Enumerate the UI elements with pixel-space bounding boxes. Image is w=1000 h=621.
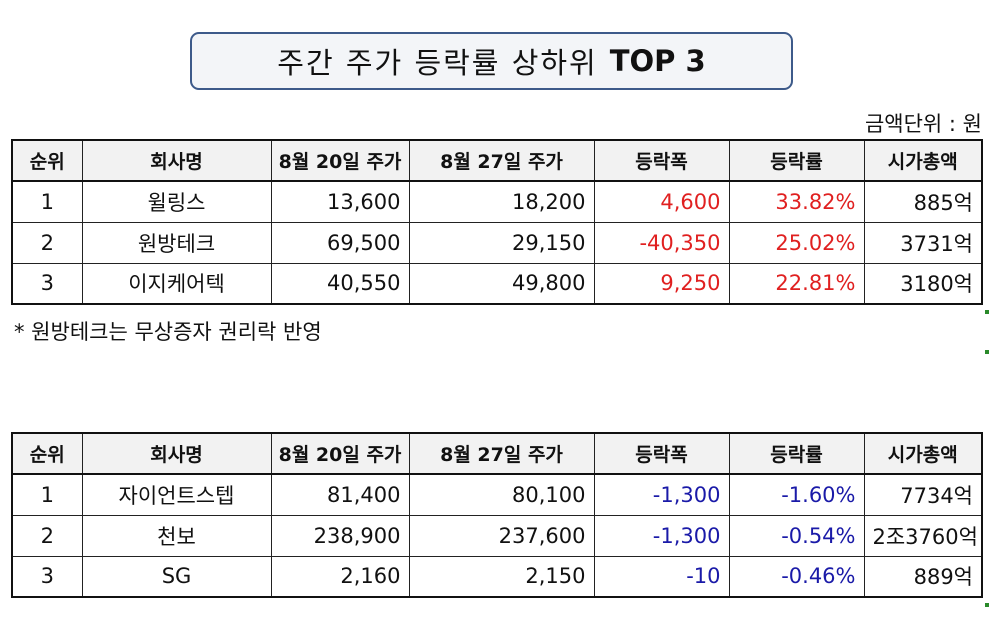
cell-rank: 3	[11, 262, 83, 305]
cell-change: 4,600	[593, 180, 730, 223]
cell-rate: -0.46%	[728, 555, 865, 598]
cell-market-cap: 885억	[863, 180, 983, 223]
cell-change: -40,350	[593, 221, 730, 264]
top-gainers-table: 순위 회사명 8월 20일 주가 8월 27일 주가 등락폭 등락률 시가총액 …	[11, 139, 983, 305]
cell-rate: -1.60%	[728, 473, 865, 516]
cell-price-0820: 238,900	[270, 514, 410, 557]
header-price-0820: 8월 20일 주가	[270, 139, 410, 182]
header-price-0827: 8월 27일 주가	[408, 139, 595, 182]
cell-market-cap: 3180억	[863, 262, 983, 305]
top-losers-table: 순위 회사명 8월 20일 주가 8월 27일 주가 등락폭 등락률 시가총액 …	[11, 432, 983, 598]
cell-marker	[985, 310, 989, 314]
cell-price-0820: 2,160	[270, 555, 410, 598]
cell-price-0827: 237,600	[408, 514, 595, 557]
cell-marker	[985, 603, 989, 607]
cell-company: SG	[81, 555, 272, 598]
table-row: 2 원방테크 69,500 29,150 -40,350 25.02% 3731…	[11, 221, 983, 264]
cell-price-0827: 49,800	[408, 262, 595, 305]
header-price-0827: 8월 27일 주가	[408, 432, 595, 475]
cell-price-0827: 29,150	[408, 221, 595, 264]
header-market-cap: 시가총액	[863, 139, 983, 182]
cell-rank: 2	[11, 514, 83, 557]
header-company: 회사명	[81, 139, 272, 182]
header-change: 등락폭	[593, 432, 730, 475]
cell-price-0820: 13,600	[270, 180, 410, 223]
header-company: 회사명	[81, 432, 272, 475]
cell-rank: 1	[11, 473, 83, 516]
header-change: 등락폭	[593, 139, 730, 182]
table-row: 3 SG 2,160 2,150 -10 -0.46% 889억	[11, 555, 983, 598]
cell-market-cap: 7734억	[863, 473, 983, 516]
table-row: 1 윌링스 13,600 18,200 4,600 33.82% 885억	[11, 180, 983, 223]
cell-company: 원방테크	[81, 221, 272, 264]
header-rate: 등락률	[728, 432, 865, 475]
title-main: 주간 주가 등락률 상하위	[277, 46, 598, 80]
cell-rate: 22.81%	[728, 262, 865, 305]
cell-change: -1,300	[593, 473, 730, 516]
cell-marker	[985, 350, 989, 354]
cell-company: 자이언트스텝	[81, 473, 272, 516]
header-rank: 순위	[11, 432, 83, 475]
table-row: 2 천보 238,900 237,600 -1,300 -0.54% 2조376…	[11, 514, 983, 557]
cell-rate: 33.82%	[728, 180, 865, 223]
cell-company: 천보	[81, 514, 272, 557]
cell-rank: 3	[11, 555, 83, 598]
cell-market-cap: 3731억	[863, 221, 983, 264]
cell-rank: 1	[11, 180, 83, 223]
cell-price-0820: 40,550	[270, 262, 410, 305]
header-market-cap: 시가총액	[863, 432, 983, 475]
cell-change: -10	[593, 555, 730, 598]
cell-price-0827: 80,100	[408, 473, 595, 516]
cell-company: 이지케어텍	[81, 262, 272, 305]
cell-market-cap: 889억	[863, 555, 983, 598]
cell-price-0827: 18,200	[408, 180, 595, 223]
header-rank: 순위	[11, 139, 83, 182]
cell-rate: -0.54%	[728, 514, 865, 557]
cell-company: 윌링스	[81, 180, 272, 223]
unit-label: 금액단위 : 원	[864, 112, 982, 136]
cell-market-cap: 2조3760억	[863, 514, 983, 557]
header-price-0820: 8월 20일 주가	[270, 432, 410, 475]
table-row: 3 이지케어텍 40,550 49,800 9,250 22.81% 3180억	[11, 262, 983, 305]
table-header-row: 순위 회사명 8월 20일 주가 8월 27일 주가 등락폭 등락률 시가총액	[11, 139, 983, 182]
cell-price-0820: 69,500	[270, 221, 410, 264]
footnote: * 원방테크는 무상증자 권리락 반영	[14, 320, 322, 344]
cell-change: 9,250	[593, 262, 730, 305]
cell-price-0820: 81,400	[270, 473, 410, 516]
table-row: 1 자이언트스텝 81,400 80,100 -1,300 -1.60% 773…	[11, 473, 983, 516]
cell-change: -1,300	[593, 514, 730, 557]
cell-price-0827: 2,150	[408, 555, 595, 598]
page-title: 주간 주가 등락률 상하위 TOP 3	[190, 32, 793, 90]
cell-rate: 25.02%	[728, 221, 865, 264]
title-bold: TOP 3	[609, 44, 706, 78]
table-header-row: 순위 회사명 8월 20일 주가 8월 27일 주가 등락폭 등락률 시가총액	[11, 432, 983, 475]
header-rate: 등락률	[728, 139, 865, 182]
cell-rank: 2	[11, 221, 83, 264]
